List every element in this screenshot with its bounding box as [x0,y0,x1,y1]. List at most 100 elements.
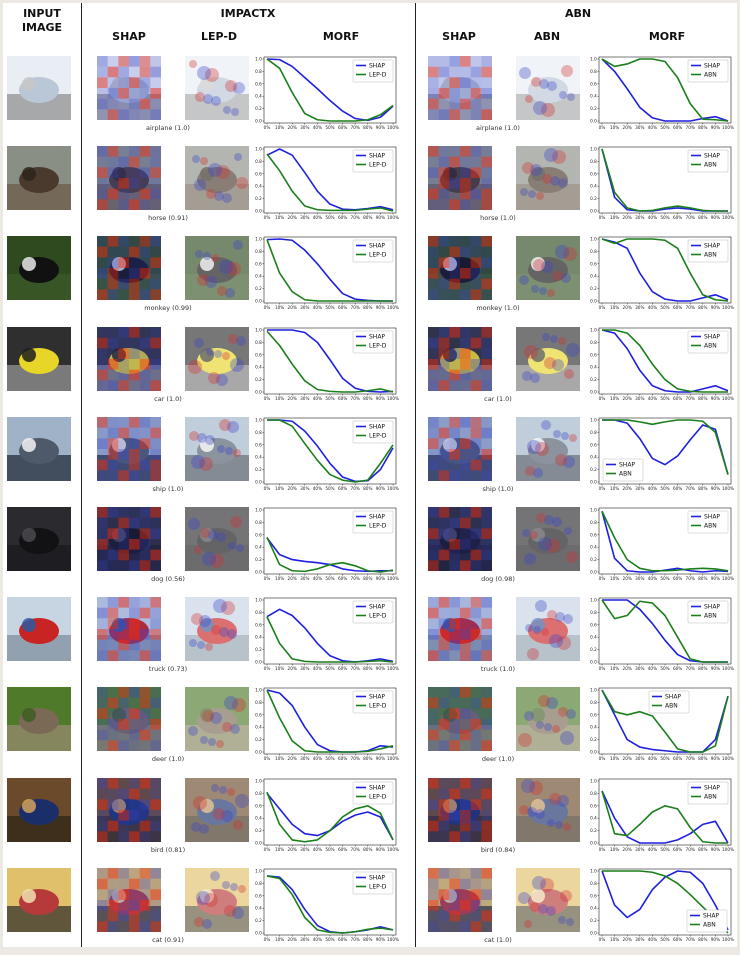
lepd-heatmap [185,687,249,752]
x-tick-label: 80% [698,937,707,942]
x-tick-label: 20% [623,666,632,671]
x-tick-label: 50% [325,847,334,852]
dog-photo [7,507,71,571]
x-tick-label: 30% [635,125,644,130]
x-tick-label: 50% [325,756,334,761]
x-tick-label: 80% [698,666,707,671]
abn-prediction-label: truck (1.0) [480,665,516,674]
x-tick-label: 70% [686,215,695,220]
x-tick-label: 70% [351,125,360,130]
y-tick-label: 0.6 [590,893,597,898]
legend-label: SHAP [704,63,720,70]
impactx-shap-heatmap [97,777,161,842]
y-tick-label: 0.8 [590,520,597,525]
abn-attention-heatmap [516,416,580,481]
impactx-prediction-label: monkey (0.99) [144,304,192,313]
x-tick-label: 100% [387,937,399,942]
x-tick-label: 90% [376,576,385,581]
y-tick-label: 0.6 [255,893,262,898]
x-tick-label: 30% [635,576,644,581]
y-tick-label: 0.4 [590,545,597,550]
y-tick-label: 0.8 [590,249,597,254]
y-tick-label: 0.6 [255,622,262,627]
x-tick-label: 50% [325,937,334,942]
x-tick-label: 0% [264,215,271,220]
x-tick-label: 50% [660,576,669,581]
x-tick-label: 80% [698,305,707,310]
legend-label: SHAP [704,604,720,611]
legend: SHAP ABN [687,600,729,624]
abn-attention-heatmap [516,777,580,842]
y-tick-label: 0.0 [590,209,597,214]
y-tick-label: 0.0 [590,299,597,304]
x-tick-label: 50% [660,305,669,310]
y-tick-label: 0.8 [255,700,262,705]
x-tick-label: 70% [351,847,360,852]
x-tick-label: 40% [648,756,657,761]
x-tick-label: 20% [288,486,297,491]
x-tick-label: 30% [635,937,644,942]
x-tick-label: 70% [351,756,360,761]
abn-attention-heatmap [516,326,580,391]
abn-prediction-label: horse (1.0) [480,214,516,223]
x-tick-label: 60% [673,847,682,852]
y-tick-label: 0.6 [255,171,262,176]
y-tick-label: 0.0 [255,930,262,935]
x-tick-label: 10% [275,215,284,220]
legend: SHAP ABN [686,909,728,933]
abn-morf-chart: 0.0 0.2 0.4 0.6 0.8 1.0 0% 10% 20% 30% 40% 50% 60% 70… [585,324,735,408]
y-tick-label: 0.4 [255,905,262,910]
x-tick-label: 90% [711,305,720,310]
series-line-shap [267,328,394,393]
x-tick-label: 40% [648,937,657,942]
x-tick-label: 10% [275,486,284,491]
legend: SHAP ABN [687,330,729,353]
y-tick-label: 0.6 [590,262,597,267]
x-tick-label: 50% [325,215,334,220]
impactx-shap-col-header: SHAP [112,30,146,43]
series-line-lep-d [266,874,394,934]
legend-label: SHAP [369,694,385,701]
x-tick-label: 0% [599,125,606,130]
series-line-shap [266,608,394,663]
y-tick-label: 0.6 [255,803,262,808]
y-tick-label: 0.4 [590,364,597,369]
x-tick-label: 10% [610,937,619,942]
legend-label: LEP-D [369,252,387,259]
legend: SHAP LEP-D [352,240,394,263]
x-tick-label: 60% [673,937,682,942]
x-tick-label: 10% [275,756,284,761]
abn-shap-col-header: SHAP [442,30,476,43]
abn-morf-chart: 0.0 0.2 0.4 0.6 0.8 1.0 0% 10% 20% 30% 40% 50% 60% 70… [585,775,735,859]
abn-morf-chart: 0.0 0.2 0.4 0.6 0.8 1.0 0% 10% 20% 30% 40% 50% 60% 70… [585,865,735,949]
x-tick-label: 80% [698,215,707,220]
legend-label: LEP-D [369,162,387,169]
x-tick-label: 10% [610,486,619,491]
impactx-header: IMPACTX [220,7,276,20]
y-tick-label: 0.8 [590,790,597,795]
impactx-morf-chart: 0.0 0.2 0.4 0.6 0.8 1.0 0% 10% 20% 30% 40% 50% 60% 70… [250,233,400,317]
y-tick-label: 1.0 [255,237,262,242]
series-line-abn [602,418,729,475]
lepd-heatmap [185,416,249,481]
x-tick-label: 0% [599,486,606,491]
x-tick-label: 20% [623,486,632,491]
y-tick-label: 0.6 [255,713,262,718]
impactx-morf-chart: 0.0 0.2 0.4 0.6 0.8 1.0 0% 10% 20% 30% 40% 50% 60% 70… [250,504,400,588]
y-tick-label: 0.0 [255,479,262,484]
x-tick-label: 40% [648,215,657,220]
x-tick-label: 40% [648,576,657,581]
legend-label: SHAP [369,784,385,791]
legend-label: LEP-D [369,883,387,890]
x-tick-label: 40% [648,305,657,310]
x-tick-label: 10% [275,305,284,310]
x-tick-label: 90% [711,756,720,761]
y-tick-label: 0.6 [590,442,597,447]
x-tick-label: 70% [351,937,360,942]
y-tick-label: 1.0 [255,147,262,152]
x-tick-label: 100% [722,486,734,491]
x-tick-label: 40% [313,847,322,852]
x-tick-label: 100% [722,847,734,852]
abn-attention-heatmap [516,146,580,211]
x-tick-label: 0% [599,756,606,761]
